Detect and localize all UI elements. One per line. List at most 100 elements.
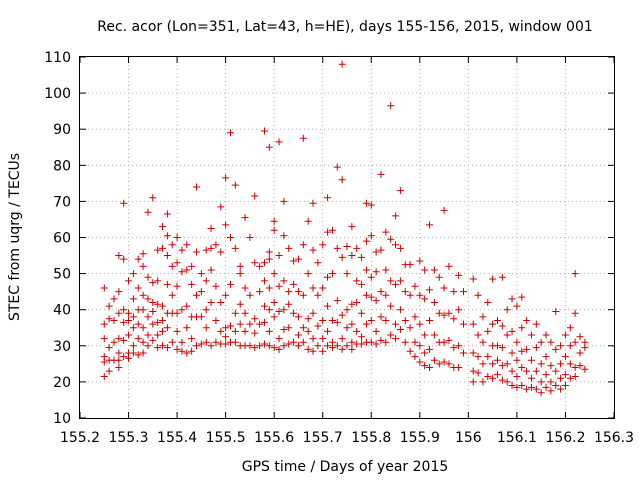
- data-point: [217, 298, 225, 306]
- data-point: [401, 288, 409, 296]
- data-point: [552, 308, 560, 316]
- data-point: [159, 327, 167, 335]
- data-point: [527, 374, 535, 382]
- data-point: [159, 223, 167, 231]
- data-point: [139, 291, 147, 299]
- data-point: [222, 221, 230, 229]
- data-point: [309, 347, 317, 355]
- data-point: [411, 313, 419, 321]
- data-point: [231, 327, 239, 335]
- data-point: [265, 342, 273, 350]
- data-point: [217, 327, 225, 335]
- data-point: [338, 345, 346, 353]
- data-point: [440, 358, 448, 366]
- data-point: [163, 324, 171, 332]
- data-point: [154, 246, 162, 254]
- data-point: [387, 235, 395, 243]
- data-point: [479, 338, 487, 346]
- data-point: [411, 282, 419, 290]
- data-point: [382, 228, 390, 236]
- data-point: [440, 338, 448, 346]
- data-point: [260, 259, 268, 267]
- data-point: [552, 367, 560, 375]
- data-point: [362, 320, 370, 328]
- data-point: [445, 262, 453, 270]
- data-point: [120, 353, 128, 361]
- data-point: [455, 363, 463, 371]
- data-point: [270, 217, 278, 225]
- y-tick-label: 30: [53, 339, 71, 355]
- data-point: [183, 266, 191, 274]
- data-point: [338, 335, 346, 343]
- data-point: [159, 317, 167, 325]
- data-point: [236, 262, 244, 270]
- data-point: [532, 320, 540, 328]
- data-point: [416, 358, 424, 366]
- data-point: [193, 291, 201, 299]
- data-point: [226, 234, 234, 241]
- data-point: [508, 367, 516, 375]
- data-point: [367, 338, 375, 346]
- data-point: [129, 349, 137, 357]
- data-point: [309, 246, 317, 254]
- data-point: [324, 273, 332, 281]
- data-point: [527, 331, 535, 339]
- data-point: [241, 309, 249, 317]
- data-point: [561, 331, 569, 339]
- y-tick-label: 90: [53, 122, 71, 138]
- data-point: [285, 324, 293, 332]
- x-tick-label: 155.2: [60, 430, 100, 446]
- data-point: [222, 174, 230, 182]
- data-point: [314, 291, 322, 299]
- data-point: [144, 342, 152, 350]
- data-point: [338, 60, 346, 68]
- data-point: [435, 360, 443, 368]
- data-point: [246, 342, 254, 350]
- data-point: [246, 234, 254, 241]
- data-point: [328, 317, 336, 325]
- data-point: [299, 291, 307, 299]
- data-point: [571, 372, 579, 380]
- data-point: [134, 351, 142, 359]
- data-point: [183, 324, 191, 332]
- data-point: [416, 291, 424, 299]
- data-point: [304, 270, 312, 278]
- data-point: [324, 228, 332, 236]
- data-point: [561, 371, 569, 379]
- data-point: [430, 298, 438, 306]
- data-point: [479, 378, 487, 386]
- data-point: [304, 315, 312, 323]
- data-point: [188, 335, 196, 343]
- data-point: [557, 374, 565, 382]
- data-point: [503, 306, 511, 314]
- data-point: [532, 344, 540, 352]
- y-tick-label: 40: [53, 303, 71, 319]
- data-point: [513, 383, 521, 391]
- data-point: [508, 382, 516, 390]
- data-point: [285, 300, 293, 308]
- data-point: [202, 246, 210, 254]
- data-point: [129, 342, 137, 350]
- data-point: [125, 309, 133, 317]
- data-point: [479, 360, 487, 368]
- data-point: [207, 298, 215, 306]
- data-point: [260, 318, 268, 326]
- data-point: [338, 311, 346, 319]
- data-point: [324, 342, 332, 350]
- data-point: [260, 127, 268, 135]
- data-point: [275, 335, 283, 343]
- data-point: [460, 320, 468, 328]
- data-point: [105, 302, 113, 310]
- data-point: [290, 280, 298, 288]
- data-point: [144, 295, 152, 303]
- data-point: [222, 291, 230, 299]
- x-tick-label: 155.3: [108, 430, 148, 446]
- data-point: [547, 362, 555, 370]
- data-point: [333, 318, 341, 326]
- data-point: [125, 331, 133, 339]
- data-point: [367, 293, 375, 301]
- data-point: [251, 259, 259, 267]
- data-point: [159, 342, 167, 350]
- data-point: [440, 206, 448, 214]
- data-point: [125, 354, 133, 362]
